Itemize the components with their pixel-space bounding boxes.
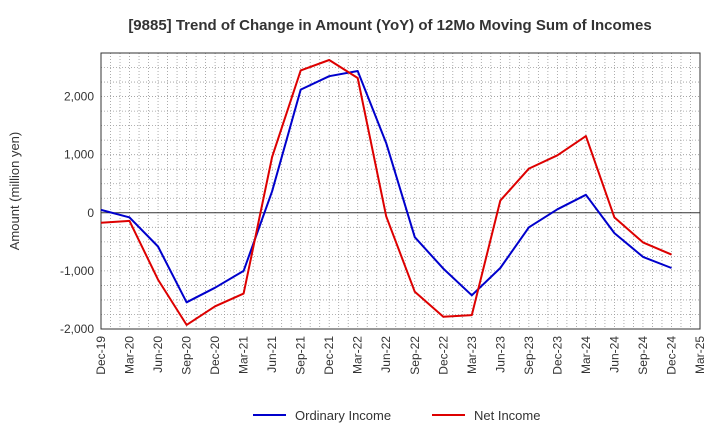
plot-border: [100, 52, 701, 330]
x-tick-label: Mar-24: [579, 336, 593, 374]
x-tick-label: Sep-20: [180, 336, 194, 375]
x-tick-label: Dec-20: [208, 336, 222, 375]
x-tick-label: Dec-19: [94, 336, 108, 375]
series-line-2: [100, 59, 672, 326]
x-tick-label: Jun-24: [607, 336, 621, 373]
x-tick-label: Dec-22: [436, 336, 450, 375]
x-tick-label: Mar-21: [237, 336, 251, 374]
y-tick-label: 2,000: [64, 90, 94, 104]
x-tick-label: Mar-22: [351, 336, 365, 374]
y-axis-label: Amount (million yen): [7, 132, 22, 251]
x-tick-label: Dec-21: [322, 336, 336, 375]
x-tick-label: Jun-21: [265, 336, 279, 373]
x-tick-label: Sep-21: [294, 336, 308, 375]
y-axis: -2,000 -1,000 0 1,000 2,000: [60, 90, 94, 336]
x-tick-label: Jun-23: [493, 336, 507, 373]
series-lines: [100, 59, 672, 326]
chart-title: [9885] Trend of Change in Amount (YoY) o…: [128, 17, 651, 34]
x-tick-label: Mar-23: [465, 336, 479, 374]
legend: Ordinary Income Net Income: [253, 408, 540, 423]
x-tick-label: Jun-20: [151, 336, 165, 373]
x-tick-label: Mar-20: [123, 336, 137, 374]
x-tick-label: Dec-23: [550, 336, 564, 375]
legend-label: Ordinary Income: [295, 408, 391, 423]
x-tick-label: Sep-24: [636, 336, 650, 375]
legend-label: Net Income: [474, 408, 540, 423]
series-line-1: [100, 70, 672, 304]
x-tick-label: Sep-22: [408, 336, 422, 375]
y-tick-label: 1,000: [64, 148, 94, 162]
x-tick-label: Sep-23: [522, 336, 536, 375]
x-tick-label: Dec-24: [664, 336, 678, 375]
x-axis: Dec-19 Mar-20 Jun-20 Sep-20 Dec-20 Mar-21 Jun-…: [94, 336, 707, 375]
x-tick-label: Mar-25: [693, 336, 707, 374]
y-tick-label: -1,000: [60, 264, 94, 278]
y-tick-label: -2,000: [60, 322, 94, 336]
x-tick-label: Jun-22: [379, 336, 393, 373]
grid: [101, 53, 700, 329]
y-tick-label: 0: [87, 206, 94, 220]
